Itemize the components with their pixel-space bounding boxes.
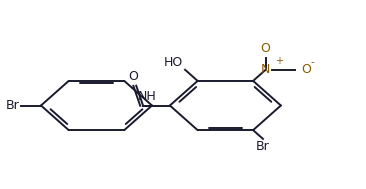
Text: NH: NH bbox=[138, 90, 157, 103]
Text: O: O bbox=[128, 70, 138, 83]
Text: Br: Br bbox=[256, 140, 270, 153]
Text: O: O bbox=[302, 63, 311, 76]
Text: O: O bbox=[261, 42, 270, 55]
Text: -: - bbox=[310, 58, 314, 67]
Text: HO: HO bbox=[164, 56, 183, 69]
Text: N: N bbox=[261, 63, 270, 76]
Text: Br: Br bbox=[6, 99, 19, 112]
Text: +: + bbox=[274, 57, 283, 67]
